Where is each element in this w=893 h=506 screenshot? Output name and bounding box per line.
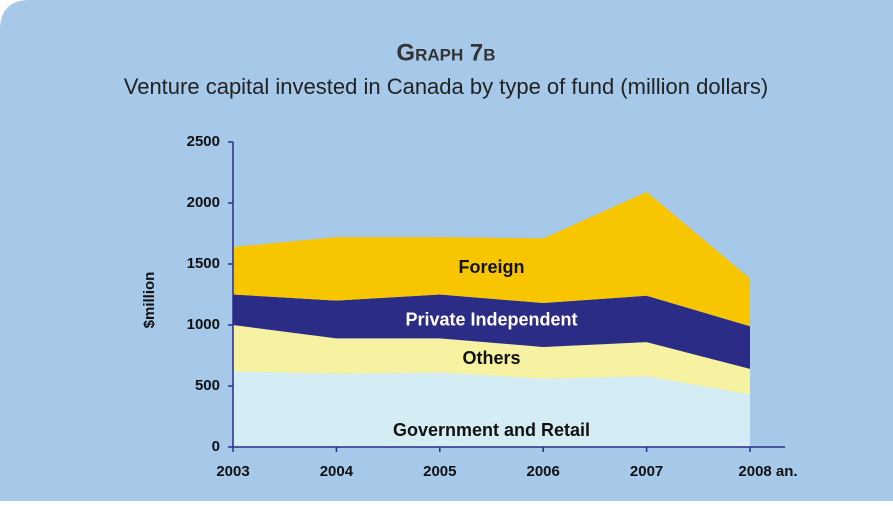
area bbox=[233, 294, 750, 369]
x-tick-label: 2007 bbox=[630, 463, 663, 480]
series-label: Private Independent bbox=[405, 309, 577, 329]
y-tick-label: 0 bbox=[212, 438, 220, 455]
x-tick-label: 2006 bbox=[527, 463, 560, 480]
series-label: Government and Retail bbox=[393, 420, 590, 440]
area bbox=[233, 192, 750, 327]
x-tick-label: 2005 bbox=[423, 463, 456, 480]
area bbox=[233, 325, 750, 395]
x-tick-label: 2008 an. bbox=[738, 463, 797, 480]
series-label: Foreign bbox=[459, 257, 525, 277]
y-tick-label: 1500 bbox=[187, 255, 220, 272]
chart-subtitle: Venture capital invested in Canada by ty… bbox=[124, 74, 768, 99]
chart-title: Graph 7b bbox=[396, 39, 495, 66]
x-tick-label: 2003 bbox=[216, 463, 249, 480]
series-label: Others bbox=[462, 348, 520, 368]
y-tick-label: 500 bbox=[195, 377, 220, 394]
y-axis-label: $million bbox=[141, 272, 158, 329]
x-tick-label: 2004 bbox=[320, 463, 354, 480]
y-tick-label: 1000 bbox=[187, 316, 220, 333]
area bbox=[233, 371, 750, 447]
y-tick-label: 2500 bbox=[187, 133, 220, 150]
y-tick-label: 2000 bbox=[187, 194, 220, 211]
